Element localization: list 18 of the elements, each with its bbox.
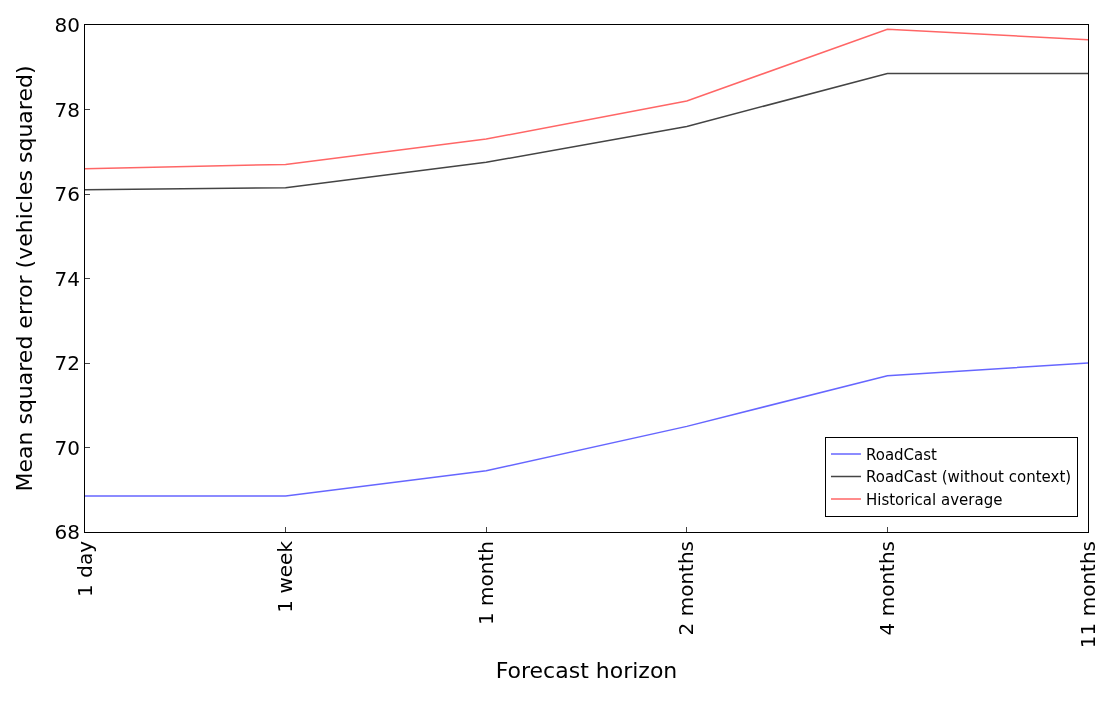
x-tick-label: 2 months bbox=[674, 541, 699, 636]
x-tick-label: 1 week bbox=[273, 540, 298, 613]
y-tick-label: 70 bbox=[54, 435, 80, 460]
x-tick-label: 1 month bbox=[473, 541, 498, 625]
x-tick-label: 4 months bbox=[874, 541, 899, 636]
legend-label: Historical average bbox=[865, 490, 1003, 509]
y-tick-label: 80 bbox=[54, 13, 80, 37]
y-tick-label: 76 bbox=[54, 182, 80, 206]
y-axis-title: Mean squared error (vehicles squared) bbox=[12, 65, 38, 492]
y-tick-label: 74 bbox=[54, 266, 80, 291]
y-tick-label: 72 bbox=[54, 351, 80, 375]
line-series bbox=[85, 28, 1088, 170]
legend-label: RoadCast bbox=[865, 445, 938, 464]
x-tick-label: 11 months bbox=[1075, 541, 1100, 649]
y-tick-label: 78 bbox=[54, 97, 80, 122]
x-axis-title: Forecast horizon bbox=[495, 658, 678, 684]
line-series bbox=[85, 72, 1088, 191]
legend-label: RoadCast (without context) bbox=[865, 468, 1072, 487]
